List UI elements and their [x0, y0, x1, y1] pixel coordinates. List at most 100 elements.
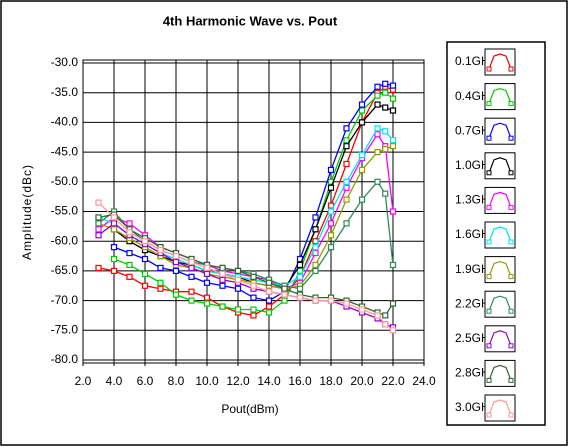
point-marker — [358, 119, 366, 126]
point-marker — [374, 149, 381, 156]
legend-swatch-marker — [486, 204, 492, 210]
point-marker — [141, 282, 149, 289]
x-tick-label: 12.0 — [226, 374, 250, 388]
point-marker — [172, 258, 180, 266]
point-marker — [95, 226, 102, 233]
point-marker — [312, 214, 319, 221]
point-marker — [172, 291, 180, 298]
y-tick-label: -45.0 — [51, 144, 79, 158]
legend-swatch — [488, 191, 512, 208]
point-marker — [312, 226, 319, 233]
legend-swatch — [488, 226, 512, 243]
legend-swatch-marker — [486, 377, 492, 383]
legend-swatch — [488, 260, 512, 277]
point-marker — [250, 282, 257, 289]
point-marker — [327, 232, 335, 239]
point-marker — [203, 294, 211, 301]
legend-swatch-marker — [508, 239, 514, 245]
point-marker — [265, 309, 273, 316]
point-marker — [95, 232, 102, 239]
y-tick-label: -65.0 — [51, 263, 79, 277]
point-marker — [110, 267, 118, 274]
x-tick-label: 10.0 — [195, 374, 219, 388]
legend-swatch-marker — [486, 135, 492, 141]
point-marker — [374, 101, 381, 108]
point-marker — [250, 294, 257, 301]
legend-swatch — [488, 157, 512, 174]
point-marker — [312, 244, 319, 251]
point-marker — [358, 107, 366, 114]
point-marker — [188, 258, 195, 266]
y-tick-label: -35.0 — [51, 85, 79, 99]
point-marker — [281, 291, 288, 298]
point-marker — [312, 297, 319, 304]
legend-swatch — [488, 53, 512, 70]
legend-swatch-marker — [508, 377, 514, 383]
point-marker — [374, 131, 381, 138]
point-marker — [296, 273, 304, 280]
point-marker — [382, 80, 389, 87]
point-marker — [374, 92, 381, 99]
y-tick-label: -50.0 — [51, 174, 79, 188]
point-marker — [188, 297, 195, 304]
point-marker — [126, 261, 133, 269]
point-marker — [358, 151, 366, 159]
x-tick-label: 2.0 — [75, 374, 92, 388]
legend-swatch-marker — [508, 274, 514, 280]
point-marker — [265, 303, 273, 310]
point-marker — [188, 273, 195, 280]
x-tick-label: 22.0 — [381, 374, 405, 388]
legend-swatch-marker — [508, 101, 514, 107]
point-marker — [389, 327, 397, 334]
point-marker — [110, 214, 118, 221]
point-marker — [95, 199, 102, 206]
y-tick-label: -40.0 — [51, 115, 79, 129]
legend-swatch-marker — [486, 308, 492, 314]
x-tick-label: 18.0 — [319, 374, 343, 388]
point-marker — [382, 128, 389, 135]
y-tick-label: -30.0 — [51, 55, 79, 69]
point-marker — [250, 312, 257, 319]
legend-swatch-marker — [508, 66, 514, 72]
point-marker — [312, 267, 319, 274]
point-marker — [382, 89, 389, 96]
point-marker — [203, 270, 211, 277]
point-marker — [219, 282, 226, 289]
point-marker — [110, 220, 118, 227]
point-marker — [327, 166, 335, 174]
legend-swatch-marker — [508, 308, 514, 314]
point-marker — [234, 285, 242, 292]
point-marker — [374, 83, 381, 90]
point-marker — [157, 285, 164, 292]
chart-title: 4th Harmonic Wave vs. Pout — [163, 13, 338, 28]
point-marker — [374, 312, 381, 319]
y-tick-label: -60.0 — [51, 233, 79, 247]
legend-swatch — [488, 364, 512, 381]
point-marker — [157, 279, 164, 286]
point-marker — [327, 184, 335, 191]
point-marker — [389, 261, 397, 269]
point-marker — [203, 264, 211, 272]
point-marker — [343, 143, 350, 150]
x-tick-label: 24.0 — [412, 374, 436, 388]
y-tick-label: -70.0 — [51, 293, 79, 307]
legend-swatch — [488, 330, 512, 347]
point-marker — [382, 312, 389, 319]
point-marker — [296, 261, 304, 269]
legend-swatch-marker — [508, 343, 514, 349]
point-marker — [265, 297, 273, 304]
point-marker — [389, 208, 397, 215]
point-marker — [172, 252, 180, 260]
legend-swatch-marker — [508, 170, 514, 176]
point-marker — [343, 300, 350, 307]
legend-swatch-marker — [486, 66, 492, 72]
point-marker — [296, 285, 304, 292]
point-marker — [250, 306, 257, 313]
point-marker — [343, 137, 350, 144]
point-marker — [343, 178, 350, 185]
x-tick-label: 4.0 — [106, 374, 123, 388]
point-marker — [374, 125, 381, 132]
point-marker — [141, 270, 149, 277]
point-marker — [312, 261, 319, 269]
